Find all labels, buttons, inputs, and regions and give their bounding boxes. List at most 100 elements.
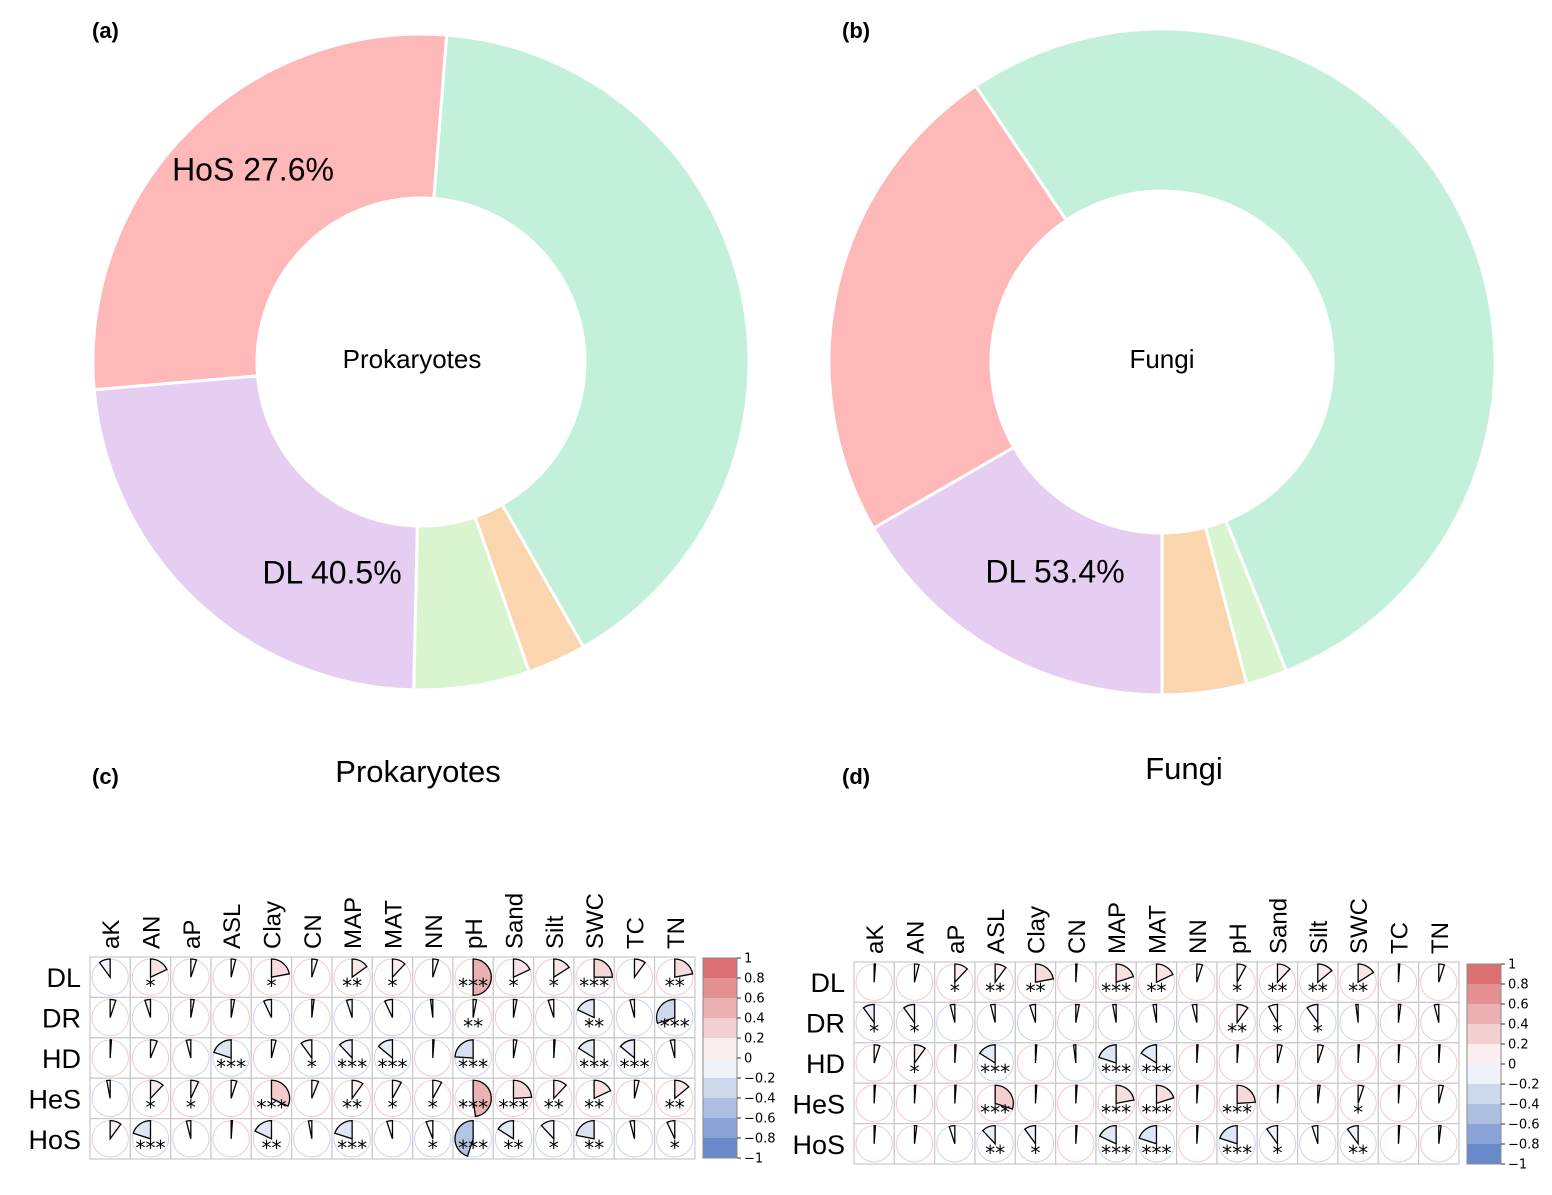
colorbar-band bbox=[703, 1058, 737, 1079]
corr-wedge bbox=[512, 998, 518, 1018]
column-label: aP bbox=[943, 925, 970, 954]
significance-mark: * bbox=[428, 1136, 438, 1160]
slice-hos bbox=[91, 32, 449, 392]
donut-chart-fungi: HoS 23.9%DR 16.7%HeS 4.1%HD 2.0%DL 53.4% bbox=[827, 27, 1497, 697]
row-label: HeS bbox=[792, 1089, 845, 1119]
significance-mark: * bbox=[549, 974, 559, 998]
corr-wedge bbox=[1306, 1003, 1319, 1025]
colorbar-tick-label: 1 bbox=[1508, 958, 1516, 973]
colorbar-tick-label: −0.2 bbox=[744, 1072, 776, 1087]
colorbar-tick-label: 0 bbox=[1508, 1058, 1516, 1073]
significance-mark: ** bbox=[665, 1095, 685, 1119]
corr-wedge bbox=[553, 958, 571, 979]
corr-wedge bbox=[1034, 1084, 1038, 1104]
corr-wedge bbox=[512, 1079, 533, 1100]
corr-wedge bbox=[1034, 963, 1055, 983]
corr-wedge bbox=[1276, 1084, 1280, 1104]
corr-wedge bbox=[338, 1039, 353, 1060]
corr-wedge bbox=[262, 998, 273, 1018]
corr-wedge bbox=[497, 1119, 515, 1140]
corr-wedge bbox=[1140, 1044, 1158, 1065]
significance-mark: ** bbox=[1308, 979, 1328, 1003]
slice-dr bbox=[92, 374, 419, 692]
corr-wedge bbox=[1138, 1124, 1158, 1145]
corr-wedge bbox=[633, 958, 647, 980]
slice-hos bbox=[827, 83, 1069, 531]
significance-mark: ** bbox=[1348, 1141, 1368, 1165]
colorbar-band bbox=[703, 1118, 737, 1139]
corr-wedge bbox=[190, 998, 195, 1018]
corr-wedge bbox=[334, 1119, 353, 1140]
corr-wedge bbox=[432, 1039, 435, 1059]
significance-mark: *** bbox=[337, 1055, 367, 1079]
corr-wedge bbox=[377, 1039, 394, 1060]
corr-wedge bbox=[1029, 1003, 1037, 1023]
corr-wedge bbox=[1196, 1124, 1199, 1144]
significance-mark: *** bbox=[1101, 1141, 1131, 1165]
colorbar-tick-label: −0.8 bbox=[744, 1132, 776, 1147]
corr-wedge bbox=[1098, 1044, 1117, 1064]
colorbar-tick-label: 1 bbox=[744, 952, 752, 967]
colorbar-band bbox=[1467, 1124, 1501, 1145]
corr-wedge bbox=[862, 1003, 875, 1025]
column-label: TN bbox=[663, 917, 690, 949]
corr-wedge bbox=[149, 958, 168, 979]
corr-wedge bbox=[873, 1084, 877, 1104]
corr-wedge bbox=[351, 958, 368, 979]
corr-wedge bbox=[994, 1084, 1014, 1110]
corr-wedge bbox=[185, 1039, 192, 1059]
corr-wedge bbox=[300, 1039, 313, 1061]
row-label: HoS bbox=[792, 1130, 845, 1160]
corr-wedge bbox=[913, 1084, 917, 1104]
significance-mark: ** bbox=[584, 1015, 604, 1039]
colorbar-tick-label: 0.8 bbox=[1508, 978, 1529, 993]
corr-wedge bbox=[472, 998, 478, 1018]
column-label: Clay bbox=[259, 901, 286, 949]
corr-wedge bbox=[873, 1044, 881, 1064]
significance-mark: * bbox=[1353, 1100, 1363, 1124]
corr-wedge bbox=[1276, 963, 1291, 984]
corr-wedge bbox=[1098, 1124, 1117, 1145]
corr-wedge bbox=[656, 998, 676, 1025]
significance-mark: *** bbox=[1141, 1100, 1171, 1124]
significance-mark: ** bbox=[584, 1136, 604, 1160]
colorbar-tick-label: 0.2 bbox=[744, 1032, 765, 1047]
colorbar-band bbox=[703, 1018, 737, 1039]
corr-wedge bbox=[1438, 1124, 1442, 1144]
corr-wedge bbox=[1023, 1124, 1037, 1146]
colorbar-band bbox=[703, 1078, 737, 1099]
colorbar-band bbox=[1467, 1024, 1501, 1045]
corr-wedge bbox=[1397, 963, 1401, 983]
corr-wedge bbox=[425, 1119, 434, 1140]
colorbar-tick-label: 0.2 bbox=[1508, 1038, 1529, 1053]
corr-wedge bbox=[989, 1003, 996, 1023]
corr-wedge bbox=[1155, 1084, 1175, 1105]
corr-wedge bbox=[619, 1039, 636, 1060]
corr-wedge bbox=[391, 958, 406, 979]
significance-mark: *** bbox=[337, 1136, 367, 1160]
significance-mark: * bbox=[909, 1020, 919, 1044]
column-label: AN bbox=[138, 916, 165, 949]
donut-chart-prokaryotes: HoS 27.6%DR 23.3%HD 5.7%HeS 2.9%DL 40.5% bbox=[91, 32, 751, 692]
colorbar-band bbox=[703, 958, 737, 979]
corr-wedge bbox=[109, 998, 117, 1018]
column-label: ASL bbox=[983, 909, 1010, 954]
significance-mark: * bbox=[428, 1095, 438, 1119]
column-label: CN bbox=[1064, 919, 1091, 954]
corr-wedge bbox=[311, 998, 315, 1018]
slice-dl bbox=[973, 27, 1497, 673]
significance-mark: * bbox=[1272, 1141, 1282, 1165]
column-label: ASL bbox=[219, 904, 246, 949]
significance-mark: ** bbox=[463, 1015, 483, 1039]
corr-wedge bbox=[230, 998, 236, 1018]
corr-wedge bbox=[994, 963, 1007, 985]
slice-dl bbox=[432, 33, 751, 649]
corr-wedge bbox=[307, 1119, 313, 1139]
significance-mark: ** bbox=[261, 1136, 281, 1160]
corr-wedge bbox=[1236, 1003, 1249, 1025]
panel-label-d: (d) bbox=[842, 764, 870, 789]
corr-wedge bbox=[1355, 1003, 1359, 1023]
corr-wedge bbox=[547, 998, 555, 1018]
significance-mark: *** bbox=[458, 974, 488, 998]
corr-wedge bbox=[432, 1079, 443, 1099]
